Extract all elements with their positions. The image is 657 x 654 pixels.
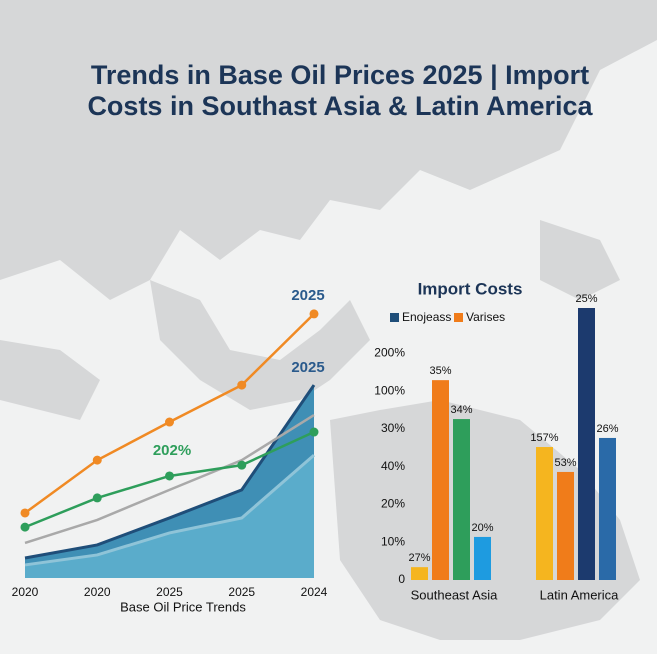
legend-swatch xyxy=(454,313,463,322)
marker xyxy=(237,380,247,390)
bar xyxy=(474,536,491,580)
bar-label: 25% xyxy=(575,293,597,305)
marker xyxy=(92,493,102,503)
x-axis-label: Base Oil Price Trends xyxy=(120,599,246,614)
marker xyxy=(309,309,319,319)
x-tick-label: Latin America xyxy=(540,587,620,602)
marker xyxy=(92,455,102,465)
marker xyxy=(309,427,319,437)
bar-label: 27% xyxy=(408,552,430,564)
bar-label: 35% xyxy=(429,365,451,377)
bar-chart-title: Import Costs xyxy=(418,279,523,298)
marker xyxy=(165,417,174,427)
x-tick-label: Southeast Asia xyxy=(411,587,498,602)
marker xyxy=(237,460,247,470)
x-tick-label: 2025 xyxy=(156,585,183,599)
x-tick-label: 2025 xyxy=(228,585,255,599)
bar xyxy=(578,308,595,580)
marker xyxy=(165,471,174,481)
bar-label: 157% xyxy=(530,432,558,444)
legend-label: Enojeass xyxy=(402,310,451,324)
line xyxy=(24,414,315,545)
bar xyxy=(599,437,616,580)
bar xyxy=(536,447,553,580)
area xyxy=(25,455,314,578)
bar-label: 20% xyxy=(471,522,493,534)
annotation: 2025 xyxy=(291,287,324,304)
y-tick-label: 30% xyxy=(381,421,405,435)
bar xyxy=(453,419,470,580)
y-tick-label: 40% xyxy=(381,459,405,473)
area-edge xyxy=(24,453,315,567)
y-tick-label: 20% xyxy=(381,497,405,511)
marker xyxy=(20,522,30,532)
bar-label: 34% xyxy=(450,404,472,416)
legend-swatch xyxy=(390,313,399,322)
y-tick-label: 200% xyxy=(374,346,405,360)
bar xyxy=(411,567,428,580)
page-title: Trends in Base Oil Prices 2025 | Import … xyxy=(87,60,593,121)
bar xyxy=(432,380,449,580)
bar-label: 53% xyxy=(554,457,576,469)
bar xyxy=(557,471,574,580)
marker xyxy=(20,508,30,518)
y-tick-label: 100% xyxy=(374,383,405,397)
annotation: 2025 xyxy=(291,359,324,376)
y-tick-label: 10% xyxy=(381,534,405,548)
legend-label: Varises xyxy=(466,310,505,324)
bar-label: 26% xyxy=(596,423,618,435)
x-tick-label: 2020 xyxy=(12,585,39,599)
annotation: 202% xyxy=(153,442,191,459)
y-tick-label: 0 xyxy=(398,572,405,586)
x-tick-label: 2020 xyxy=(84,585,111,599)
x-tick-label: 2024 xyxy=(301,585,328,599)
